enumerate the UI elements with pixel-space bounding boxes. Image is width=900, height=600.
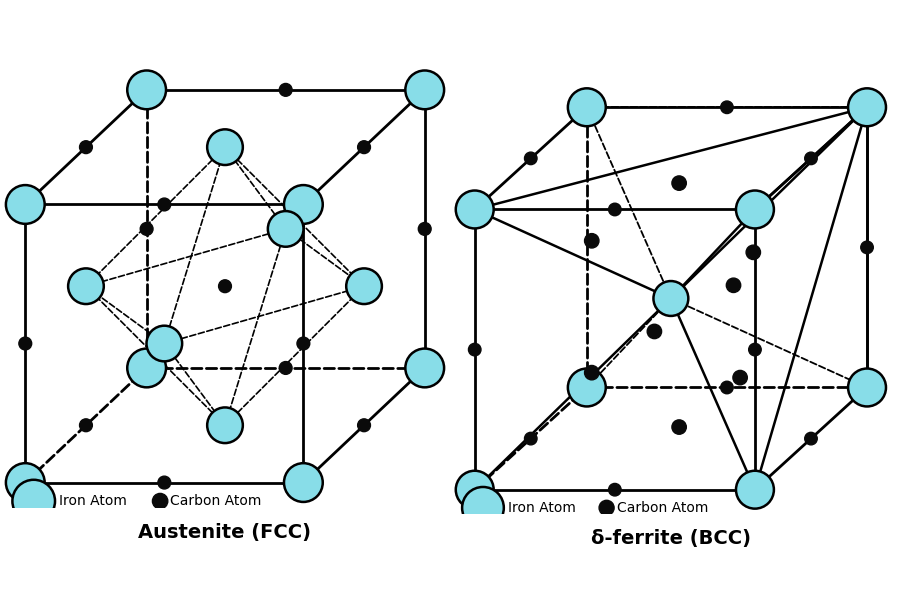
- Circle shape: [672, 420, 687, 434]
- Circle shape: [608, 203, 621, 216]
- Text: Iron Atom: Iron Atom: [508, 501, 575, 515]
- Circle shape: [749, 343, 761, 356]
- Circle shape: [462, 487, 504, 529]
- Circle shape: [608, 484, 621, 496]
- Text: Carbon Atom: Carbon Atom: [616, 501, 708, 515]
- Circle shape: [455, 191, 494, 229]
- Circle shape: [357, 141, 371, 154]
- Circle shape: [418, 223, 431, 235]
- Circle shape: [79, 419, 93, 431]
- Circle shape: [279, 83, 292, 96]
- Circle shape: [585, 233, 599, 248]
- Circle shape: [469, 343, 481, 356]
- Text: Iron Atom: Iron Atom: [58, 494, 127, 508]
- Circle shape: [268, 211, 303, 247]
- Circle shape: [127, 349, 166, 388]
- Circle shape: [805, 152, 817, 164]
- Circle shape: [721, 101, 734, 113]
- Circle shape: [140, 223, 153, 235]
- Circle shape: [13, 480, 55, 523]
- Circle shape: [568, 88, 606, 126]
- Circle shape: [357, 419, 371, 431]
- Circle shape: [127, 70, 166, 109]
- Circle shape: [158, 198, 171, 211]
- Circle shape: [279, 362, 292, 374]
- Text: Carbon Atom: Carbon Atom: [170, 494, 262, 508]
- Circle shape: [568, 368, 606, 406]
- Circle shape: [79, 141, 93, 154]
- Circle shape: [405, 70, 444, 109]
- Circle shape: [68, 268, 104, 304]
- Circle shape: [733, 370, 747, 385]
- Circle shape: [152, 493, 167, 509]
- Circle shape: [848, 88, 886, 126]
- Text: δ-ferrite (BCC): δ-ferrite (BCC): [591, 529, 751, 548]
- Circle shape: [284, 463, 323, 502]
- Circle shape: [6, 185, 45, 224]
- Circle shape: [207, 130, 243, 165]
- Circle shape: [525, 152, 537, 164]
- Circle shape: [726, 278, 741, 293]
- Circle shape: [207, 407, 243, 443]
- Circle shape: [647, 324, 662, 338]
- Circle shape: [721, 381, 734, 394]
- Circle shape: [525, 433, 537, 445]
- Circle shape: [147, 326, 182, 361]
- Circle shape: [736, 191, 774, 229]
- Text: Austenite (FCC): Austenite (FCC): [139, 523, 311, 542]
- Circle shape: [346, 268, 382, 304]
- Circle shape: [405, 349, 444, 388]
- Circle shape: [860, 241, 873, 254]
- Circle shape: [672, 176, 687, 190]
- Circle shape: [848, 368, 886, 406]
- Circle shape: [585, 365, 599, 380]
- Circle shape: [158, 476, 171, 489]
- Circle shape: [746, 245, 760, 260]
- Circle shape: [455, 471, 494, 509]
- Circle shape: [6, 463, 45, 502]
- Circle shape: [19, 337, 32, 350]
- Circle shape: [219, 280, 231, 293]
- Circle shape: [284, 185, 323, 224]
- Circle shape: [653, 281, 688, 316]
- Circle shape: [599, 500, 614, 515]
- Circle shape: [805, 433, 817, 445]
- Circle shape: [297, 337, 310, 350]
- Circle shape: [736, 471, 774, 509]
